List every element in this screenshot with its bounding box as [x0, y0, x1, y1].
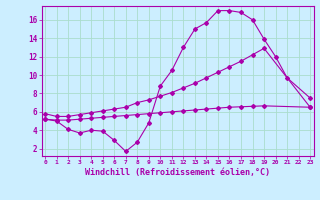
X-axis label: Windchill (Refroidissement éolien,°C): Windchill (Refroidissement éolien,°C): [85, 168, 270, 177]
